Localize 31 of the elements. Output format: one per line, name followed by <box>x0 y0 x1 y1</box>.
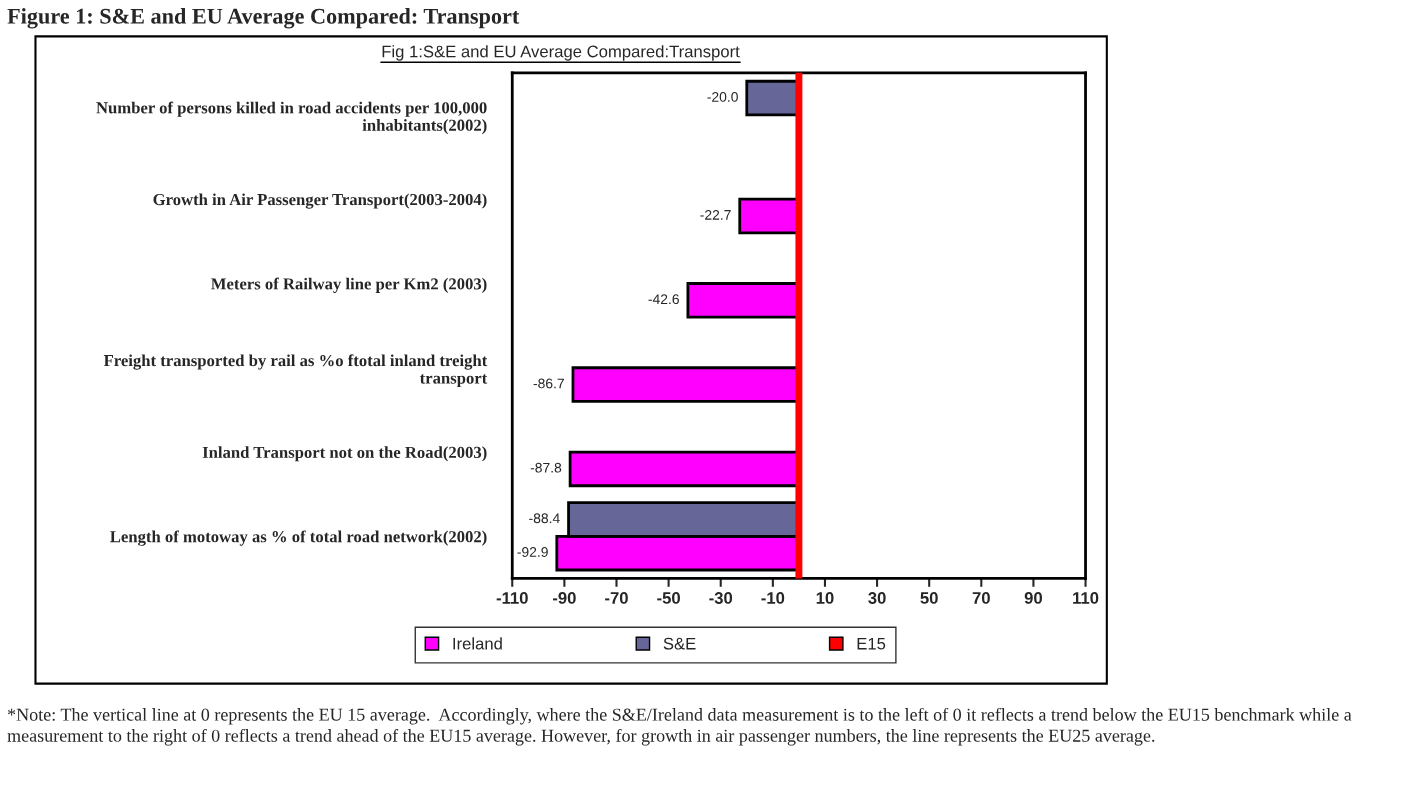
x-tick-label: -50 <box>657 592 680 604</box>
y-tick-label: Freight transported by rail as %o ftotal inland treight transport <box>103 354 488 388</box>
x-tick-label: 110 <box>1073 592 1099 604</box>
text: *Note: The vertical line at 0 represents the EU 15 average. Accordingly, where the S&E/Ireland data measurement is to the left of 0 it reflects a trend below the EU15 benchmark while a measurement to the right of 0 reflects a trend ahead of the EU15 average. However, for growth in air passenger numbers, the line represents the EU25 average. <box>7 707 1352 746</box>
y-tick-label: Inland Transport not on the Road(2003) <box>202 446 487 462</box>
x-tick-label: -90 <box>552 592 576 604</box>
data-label: -87.8 <box>530 462 562 473</box>
y-tick-label: Number of persons killed in road accidents per 100,000 inhabitants(2002) <box>96 101 487 135</box>
chart-subtitle: Fig 1:S&E and EU Average Compared:Transport <box>382 45 740 61</box>
x-tick-label: -110 <box>496 592 528 604</box>
data-label: -86.7 <box>533 378 564 389</box>
data-label: -88.4 <box>529 513 560 524</box>
x-tick-label: 50 <box>920 592 938 604</box>
text: Figure 1: S&E and EU Average Compared: Transport <box>7 8 520 29</box>
data-label: -92.9 <box>517 547 548 557</box>
legend-label: S&E <box>663 637 696 650</box>
x-tick-label: -70 <box>605 592 628 604</box>
y-tick-label: Length of motoway as % of total road network(2002) <box>110 530 487 546</box>
legend-label: Ireland <box>453 637 502 650</box>
data-label: -42.6 <box>648 294 679 305</box>
x-tick-label: 30 <box>868 592 886 604</box>
data-label: -22.7 <box>700 209 731 220</box>
x-tick-label: -30 <box>709 592 733 604</box>
y-tick-label: Meters of Railway line per Km2 (2003) <box>211 277 487 293</box>
x-tick-label: -10 <box>761 592 785 604</box>
x-tick-label: 70 <box>972 592 990 604</box>
y-tick-label: Growth in Air Passenger Transport(2003-2004) <box>153 193 487 209</box>
x-tick-label: 90 <box>1024 592 1043 604</box>
data-label: -20.0 <box>707 91 738 102</box>
x-tick-label: 10 <box>816 592 834 604</box>
legend-label: E15 <box>857 637 886 650</box>
